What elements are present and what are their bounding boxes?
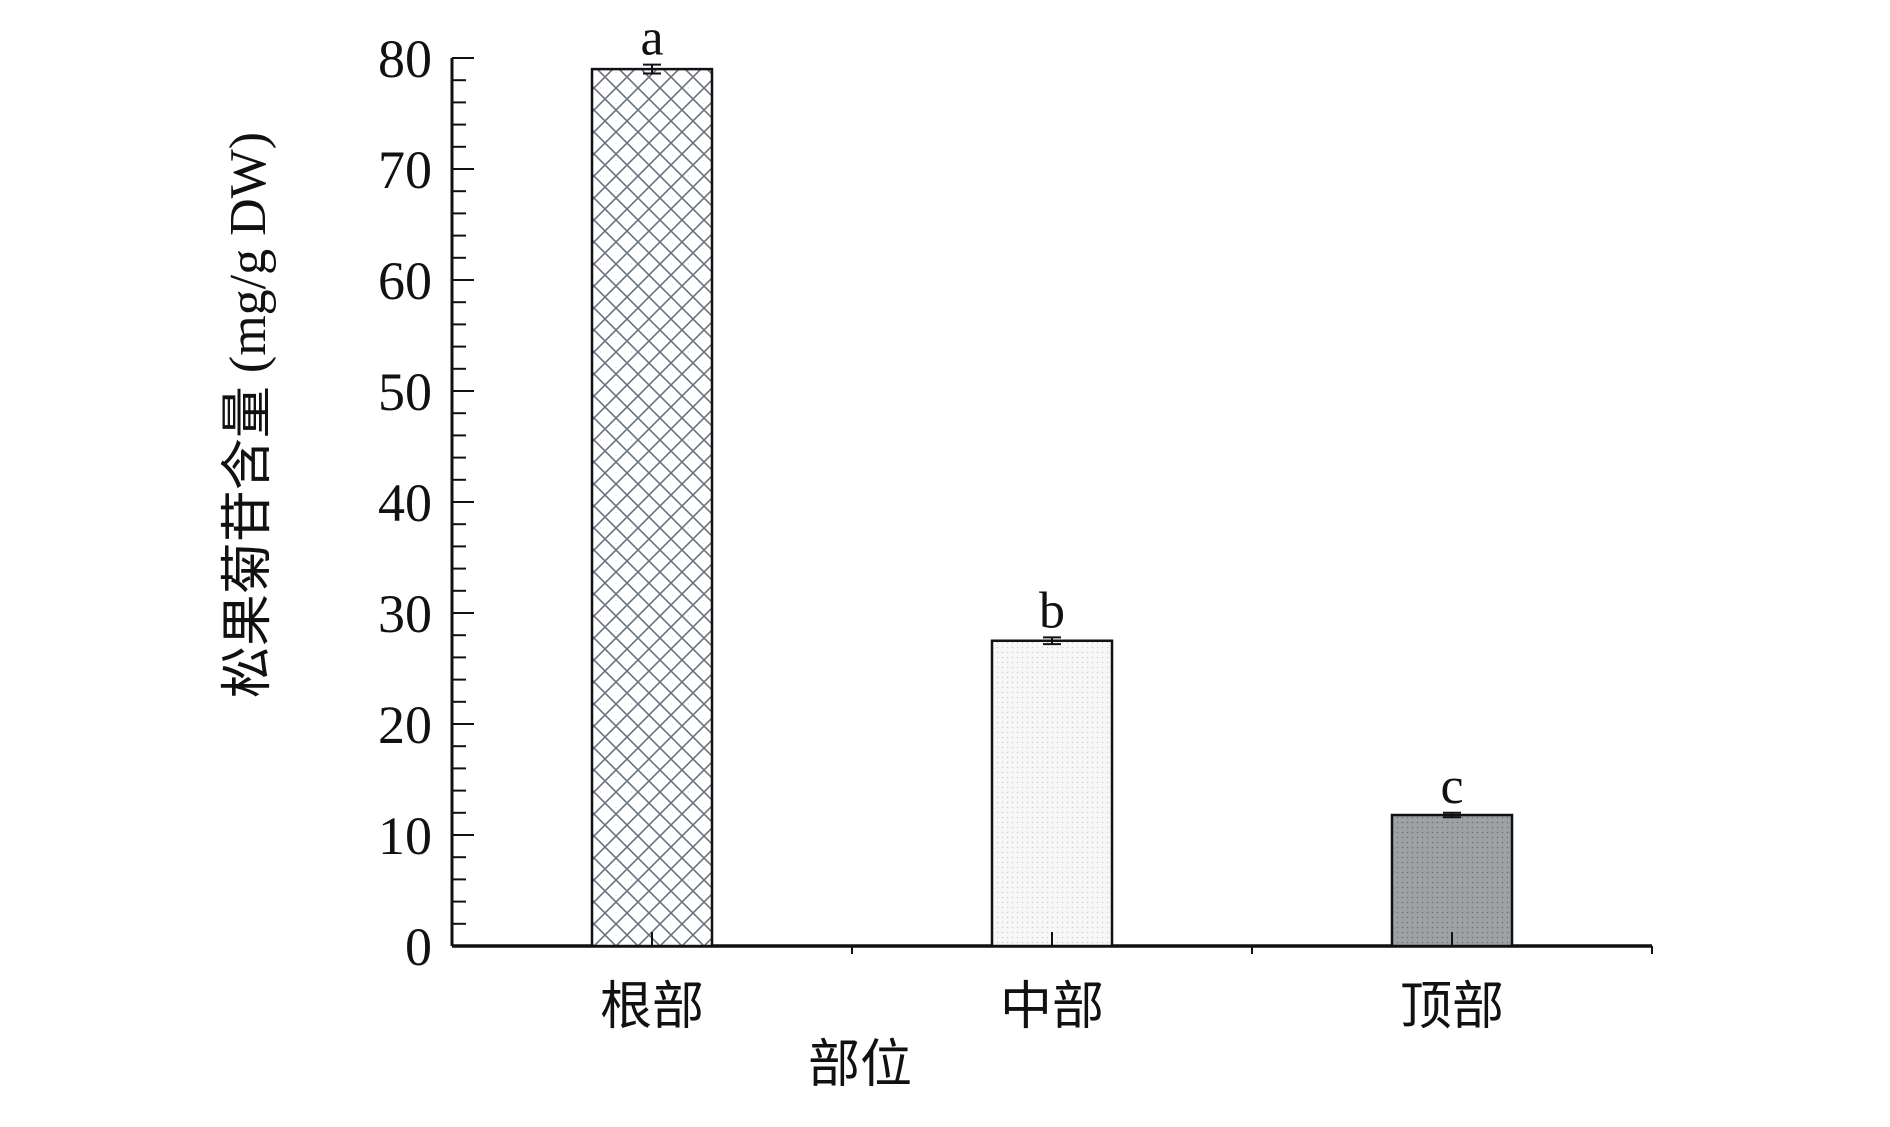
y-tick-label: 80	[378, 29, 432, 89]
y-tick-label: 30	[378, 584, 432, 644]
x-tick-label: 顶部	[1400, 979, 1504, 1036]
bar	[590, 67, 714, 948]
y-tick-label: 40	[378, 473, 432, 533]
y-axis: 0 10 20 30 40 50 60 70 80	[378, 29, 474, 977]
bar	[1390, 813, 1514, 948]
y-axis-label: 松果菊苷含量 (mg/g DW)	[220, 132, 277, 698]
significance-label: a	[640, 10, 663, 67]
x-tick-label: 中部	[1000, 979, 1104, 1036]
significance-label: c	[1440, 758, 1463, 815]
bars: a b c	[590, 10, 1514, 948]
x-tick-label: 根部	[600, 979, 704, 1036]
y-tick-label: 70	[378, 140, 432, 200]
bar	[990, 639, 1114, 948]
x-axis: 根部 中部 顶部	[452, 944, 1653, 1036]
significance-label: b	[1039, 582, 1065, 639]
x-axis-label: 部位	[808, 1037, 912, 1094]
y-tick-label: 50	[378, 362, 432, 422]
y-tick-label: 10	[378, 806, 432, 866]
y-tick-label: 20	[378, 695, 432, 755]
y-tick-label: 0	[405, 917, 432, 977]
y-tick-label: 60	[378, 251, 432, 311]
